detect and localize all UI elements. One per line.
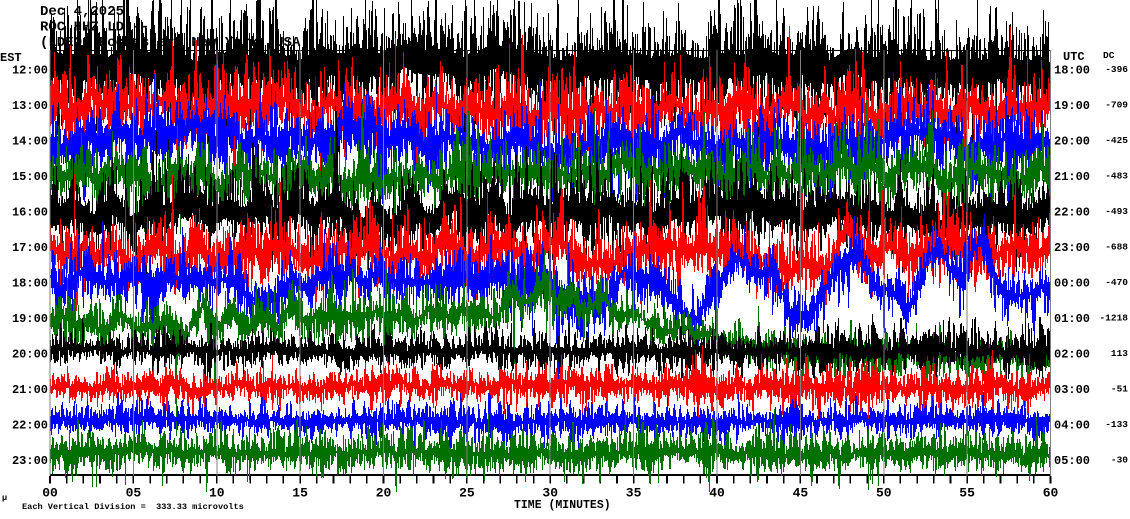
svg-text:03:00: 03:00 (1054, 383, 1090, 397)
svg-text:-425: -425 (1105, 135, 1128, 146)
svg-text:00:00: 00:00 (1054, 277, 1090, 291)
svg-text:25: 25 (459, 486, 475, 501)
svg-text:22:00: 22:00 (12, 419, 48, 433)
svg-text:-51: -51 (1111, 384, 1128, 395)
svg-text:12:00: 12:00 (12, 64, 48, 78)
svg-text:13:00: 13:00 (12, 99, 48, 113)
svg-text:22:00: 22:00 (1054, 206, 1090, 220)
svg-text:Each Vertical Division = 333.: Each Vertical Division = 333.33 microvol… (22, 502, 244, 512)
svg-text:01:00: 01:00 (1054, 312, 1090, 326)
svg-text:05: 05 (126, 486, 142, 501)
svg-text:50: 50 (876, 486, 892, 501)
svg-text:-688: -688 (1105, 242, 1128, 253)
svg-text:60: 60 (1043, 486, 1059, 501)
svg-text:17:00: 17:00 (12, 241, 48, 255)
svg-text:19:00: 19:00 (12, 312, 48, 326)
svg-text:18:00: 18:00 (1054, 64, 1090, 78)
svg-text:40: 40 (709, 486, 725, 501)
svg-text:DC: DC (1103, 50, 1115, 61)
svg-text:-493: -493 (1105, 206, 1128, 217)
svg-text:10: 10 (209, 486, 225, 501)
svg-text:20:00: 20:00 (1054, 135, 1090, 149)
svg-text:TIME (MINUTES): TIME (MINUTES) (514, 499, 611, 512)
svg-text:15:00: 15:00 (12, 170, 48, 184)
svg-text:00: 00 (42, 486, 58, 501)
svg-text:16:00: 16:00 (12, 206, 48, 220)
svg-text:30: 30 (542, 486, 558, 501)
svg-text:µ: µ (2, 493, 7, 503)
svg-text:35: 35 (626, 486, 642, 501)
svg-text:15: 15 (292, 486, 308, 501)
svg-text:UTC: UTC (1063, 50, 1085, 64)
svg-text:-709: -709 (1105, 100, 1128, 111)
svg-text:04:00: 04:00 (1054, 419, 1090, 433)
svg-text:Dec 4,2025: Dec 4,2025 (40, 4, 124, 20)
svg-text:EST: EST (0, 51, 22, 65)
svg-text:05:00: 05:00 (1054, 454, 1090, 468)
svg-text:55: 55 (959, 486, 975, 501)
svg-text:-470: -470 (1105, 277, 1128, 288)
svg-text:23:00: 23:00 (12, 454, 48, 468)
svg-text:21:00: 21:00 (12, 383, 48, 397)
svg-text:-30: -30 (1111, 455, 1128, 466)
svg-text:19:00: 19:00 (1054, 99, 1090, 113)
svg-text:-396: -396 (1105, 64, 1128, 75)
svg-text:02:00: 02:00 (1054, 348, 1090, 362)
svg-text:-1218: -1218 (1099, 313, 1128, 324)
svg-text:18:00: 18:00 (12, 277, 48, 291)
svg-text:-133: -133 (1105, 419, 1128, 430)
svg-text:113: 113 (1111, 348, 1128, 359)
svg-text:23:00: 23:00 (1054, 241, 1090, 255)
svg-text:45: 45 (793, 486, 809, 501)
svg-text:-483: -483 (1105, 171, 1128, 182)
svg-text:14:00: 14:00 (12, 135, 48, 149)
svg-text:20: 20 (376, 486, 392, 501)
svg-text:21:00: 21:00 (1054, 170, 1090, 184)
svg-text:20:00: 20:00 (12, 348, 48, 362)
